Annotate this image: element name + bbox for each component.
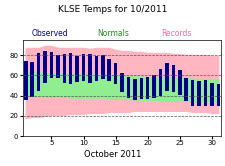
Bar <box>30 62 34 97</box>
Text: Normals: Normals <box>97 29 128 38</box>
Bar <box>101 55 104 79</box>
Bar <box>152 75 155 98</box>
Bar <box>50 52 53 78</box>
Bar <box>24 61 27 100</box>
Bar <box>196 81 200 106</box>
Bar <box>94 56 98 81</box>
Bar <box>126 77 130 98</box>
Bar <box>69 53 72 84</box>
Bar <box>88 54 91 83</box>
Bar <box>113 63 117 84</box>
Text: KLSE Temps for 10/2011: KLSE Temps for 10/2011 <box>58 5 167 14</box>
Bar <box>43 51 47 83</box>
Text: Records: Records <box>160 29 191 38</box>
Bar <box>139 78 142 99</box>
Bar <box>56 55 59 78</box>
Bar <box>158 69 162 96</box>
Bar <box>164 63 168 90</box>
Bar <box>62 54 66 83</box>
Bar <box>133 79 136 100</box>
Bar <box>177 70 181 95</box>
Bar <box>120 73 123 91</box>
Bar <box>75 56 79 82</box>
Bar <box>203 80 206 106</box>
Bar <box>37 53 40 90</box>
Bar <box>145 77 149 99</box>
Bar <box>190 80 194 106</box>
Text: Observed: Observed <box>31 29 68 38</box>
Bar <box>81 54 85 81</box>
Bar <box>209 83 213 106</box>
Bar <box>184 78 187 101</box>
Bar <box>216 84 219 106</box>
Text: October 2011: October 2011 <box>84 150 141 159</box>
Bar <box>171 65 174 91</box>
Bar <box>107 59 110 81</box>
